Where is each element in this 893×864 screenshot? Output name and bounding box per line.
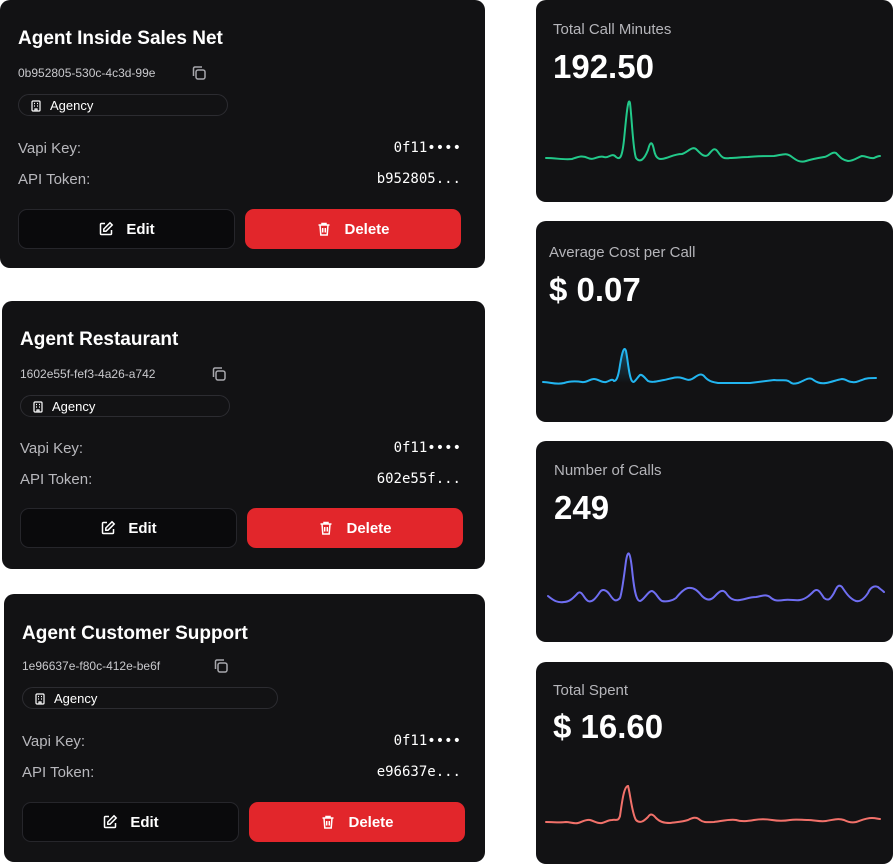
- stat-value: $ 16.60: [553, 708, 664, 745]
- stat-label: Total Spent: [553, 682, 629, 699]
- stat-label: Total Call Minutes: [553, 21, 672, 38]
- edit-button[interactable]: Edit: [20, 508, 237, 548]
- agent-title: Agent Restaurant: [20, 329, 179, 350]
- api-token-value: 602e55f...: [376, 471, 461, 487]
- delete-button[interactable]: Delete: [245, 209, 461, 249]
- stat-label: Number of Calls: [554, 462, 662, 479]
- edit-button[interactable]: Edit: [18, 209, 235, 249]
- delete-label: Delete: [348, 813, 394, 831]
- trash-icon: [320, 521, 332, 535]
- edit-icon: [104, 814, 118, 829]
- trash-icon: [322, 815, 334, 829]
- sparkline: [542, 347, 877, 385]
- api-token-label: API Token:: [20, 471, 93, 488]
- agent-id: 1e96637e-f80c-412e-be6f: [22, 659, 161, 673]
- sparkline-path: [547, 552, 885, 604]
- vapi-key-value: 0f11••••: [393, 733, 461, 749]
- edit-button[interactable]: Edit: [22, 802, 239, 842]
- building-icon: [32, 400, 44, 413]
- sparkline-path: [545, 784, 881, 825]
- stat-card-total-call-minutes: Total Call Minutes 192.50: [536, 0, 893, 202]
- agency-badge: Agency: [22, 687, 278, 709]
- agent-card: Agent Inside Sales Net 0b952805-530c-4c3…: [0, 0, 485, 268]
- copy-icon[interactable]: [212, 657, 230, 675]
- delete-button[interactable]: Delete: [249, 802, 465, 842]
- agent-title: Agent Inside Sales Net: [18, 28, 223, 49]
- agency-badge-label: Agency: [52, 399, 96, 414]
- sparkline: [545, 100, 881, 163]
- api-token-label: API Token:: [18, 171, 91, 188]
- agent-card: Agent Restaurant 1602e55f-fef3-4a26-a742…: [2, 301, 485, 569]
- edit-label: Edit: [128, 519, 157, 537]
- agent-id: 0b952805-530c-4c3d-99e: [18, 66, 156, 80]
- vapi-key-value: 0f11••••: [393, 440, 461, 456]
- stat-card-average-cost-per-call: Average Cost per Call $ 0.07: [536, 221, 893, 422]
- vapi-key-value: 0f11••••: [393, 140, 461, 156]
- delete-button[interactable]: Delete: [247, 508, 463, 548]
- stat-label: Average Cost per Call: [549, 244, 696, 261]
- copy-icon[interactable]: [210, 365, 228, 383]
- agency-badge: Agency: [20, 395, 230, 417]
- stat-card-total-spent: Total Spent $ 16.60: [536, 662, 893, 864]
- delete-label: Delete: [344, 220, 390, 238]
- vapi-key-label: Vapi Key:: [22, 733, 86, 750]
- edit-label: Edit: [130, 813, 159, 831]
- agent-card: Agent Customer Support 1e96637e-f80c-412…: [4, 594, 485, 862]
- trash-icon: [318, 222, 330, 236]
- sparkline: [547, 552, 885, 604]
- building-icon: [30, 99, 42, 112]
- sparkline: [545, 784, 881, 825]
- stat-card-number-of-calls: Number of Calls 249: [536, 441, 893, 642]
- vapi-key-label: Vapi Key:: [18, 140, 82, 157]
- agency-badge-label: Agency: [54, 691, 98, 706]
- vapi-key-label: Vapi Key:: [20, 440, 84, 457]
- copy-icon[interactable]: [190, 64, 208, 82]
- sparkline-path: [545, 100, 881, 163]
- agency-badge-label: Agency: [50, 98, 94, 113]
- sparkline-path: [542, 347, 877, 385]
- stat-value: 249: [554, 489, 610, 526]
- edit-label: Edit: [126, 220, 155, 238]
- edit-icon: [100, 221, 114, 236]
- api-token-value: e96637e...: [376, 764, 461, 780]
- stat-value: $ 0.07: [549, 271, 641, 308]
- delete-label: Delete: [346, 519, 392, 537]
- building-icon: [34, 692, 46, 705]
- agency-badge: Agency: [18, 94, 228, 116]
- agent-title: Agent Customer Support: [22, 623, 248, 644]
- agent-id: 1602e55f-fef3-4a26-a742: [20, 367, 156, 381]
- edit-icon: [102, 520, 116, 535]
- stat-value: 192.50: [553, 48, 654, 85]
- api-token-label: API Token:: [22, 764, 95, 781]
- api-token-value: b952805...: [376, 171, 461, 187]
